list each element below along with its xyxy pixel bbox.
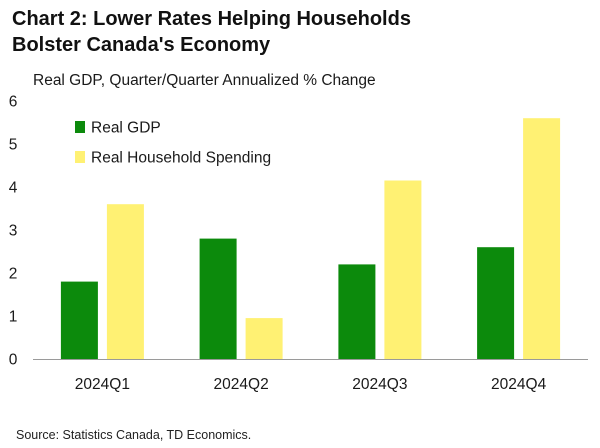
x-axis: 2024Q1 2024Q2 2024Q3 2024Q4	[33, 359, 588, 393]
legend-swatch-real-household-spending	[75, 151, 85, 163]
source-note: Source: Statistics Canada, TD Economics.	[16, 428, 252, 442]
bar-real-gdp	[338, 264, 376, 359]
bar-real-household-spending	[384, 180, 422, 359]
bar-real-gdp	[60, 281, 98, 359]
legend-label-real-gdp: Real GDP	[91, 120, 161, 137]
x-tick-label: 2024Q4	[491, 376, 547, 393]
bar-real-household-spending	[245, 318, 283, 359]
bar-real-gdp	[199, 238, 237, 359]
x-tick-label: 2024Q3	[352, 376, 407, 393]
bar-real-household-spending	[106, 204, 144, 359]
y-tick-label: 5	[9, 137, 18, 154]
y-tick-label: 1	[9, 309, 18, 326]
y-axis: 0 1 2 3 4 5 6	[9, 94, 18, 369]
chart-title: Chart 2: Lower Rates Helping Households …	[12, 6, 572, 58]
bar-real-gdp	[477, 247, 515, 359]
y-tick-label: 4	[9, 180, 18, 197]
bars	[60, 118, 561, 359]
x-tick-label: 2024Q2	[214, 376, 269, 393]
x-tick-label: 2024Q1	[75, 376, 130, 393]
y-tick-label: 3	[9, 223, 18, 240]
chart-title-line-2: Bolster Canada's Economy	[12, 34, 271, 56]
legend-swatch-real-gdp	[75, 121, 85, 133]
y-axis-label: Real GDP, Quarter/Quarter Annualized % C…	[33, 72, 376, 89]
legend-label-real-household-spending: Real Household Spending	[91, 150, 271, 167]
y-tick-label: 6	[9, 94, 18, 111]
chart-title-line-1: Chart 2: Lower Rates Helping Households	[12, 8, 411, 30]
y-tick-label: 2	[9, 266, 18, 283]
y-tick-label: 0	[9, 352, 18, 369]
legend: Real GDP Real Household Spending	[75, 120, 271, 167]
bar-real-household-spending	[523, 118, 561, 359]
